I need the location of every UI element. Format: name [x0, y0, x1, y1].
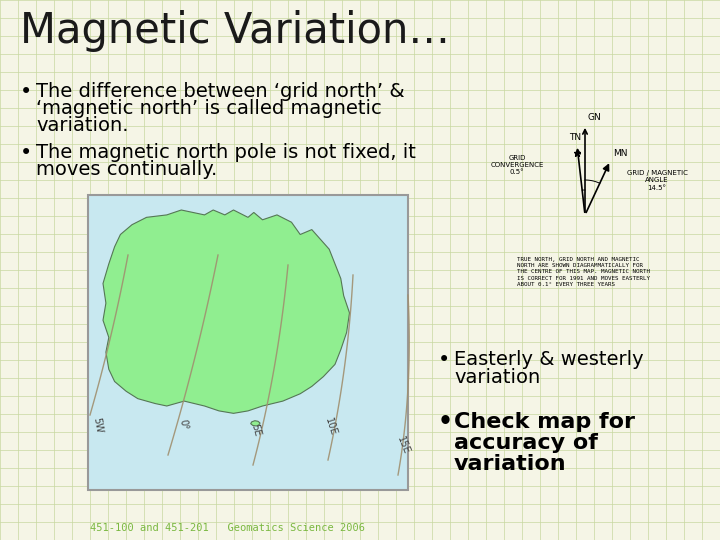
Text: •: •: [438, 410, 453, 434]
Text: GRID / MAGNETIC
ANGLE
14.5°: GRID / MAGNETIC ANGLE 14.5°: [626, 170, 688, 191]
Text: 15E: 15E: [395, 435, 411, 455]
Text: TN: TN: [569, 133, 581, 142]
Text: 5E: 5E: [250, 423, 262, 437]
Text: •: •: [20, 143, 32, 163]
Text: moves continually.: moves continually.: [36, 160, 217, 179]
Text: •: •: [438, 350, 450, 370]
Text: 5W: 5W: [91, 416, 104, 434]
Text: 451-100 and 451-201   Geomatics Science 2006: 451-100 and 451-201 Geomatics Science 20…: [90, 523, 365, 533]
Text: 10E: 10E: [323, 417, 338, 437]
Bar: [88, 195, 408, 490]
Text: TRUE NORTH, GRID NORTH AND MAGNETIC
NORTH ARE SHOWN DIAGRAMMATICALLY FOR
THE CEN: TRUE NORTH, GRID NORTH AND MAGNETIC NORT…: [517, 257, 650, 287]
Polygon shape: [103, 210, 349, 413]
Text: ‘magnetic north’ is called magnetic: ‘magnetic north’ is called magnetic: [36, 99, 382, 118]
Text: •: •: [20, 82, 32, 102]
Text: 0°: 0°: [177, 418, 189, 431]
Text: GRID
CONVERGENCE
0.5°: GRID CONVERGENCE 0.5°: [490, 154, 544, 176]
Text: Easterly & westerly: Easterly & westerly: [454, 350, 644, 369]
Text: accuracy of: accuracy of: [454, 433, 598, 453]
Text: variation: variation: [454, 454, 567, 474]
Text: MN: MN: [613, 148, 628, 158]
Text: Magnetic Variation…: Magnetic Variation…: [20, 10, 450, 52]
Polygon shape: [251, 421, 260, 426]
Text: The magnetic north pole is not fixed, it: The magnetic north pole is not fixed, it: [36, 143, 416, 162]
Text: variation: variation: [454, 368, 540, 387]
Text: GN: GN: [587, 113, 600, 122]
Text: variation.: variation.: [36, 116, 128, 135]
Text: Check map for: Check map for: [454, 412, 635, 432]
Text: The difference between ‘grid north’ &: The difference between ‘grid north’ &: [36, 82, 405, 101]
